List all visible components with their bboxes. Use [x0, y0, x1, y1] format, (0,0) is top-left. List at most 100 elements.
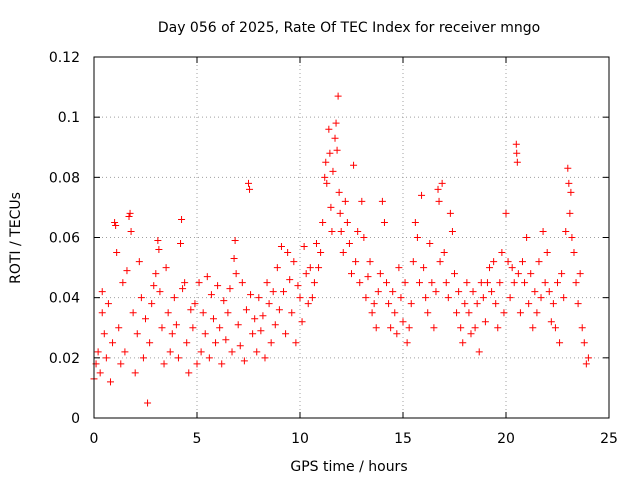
data-point [245, 179, 252, 187]
data-point [148, 300, 156, 308]
data-point [228, 348, 236, 356]
data-point [370, 300, 378, 308]
data-point [513, 149, 521, 157]
y-tick-label: 0.1 [58, 110, 80, 126]
data-point [298, 318, 306, 326]
data-point [327, 203, 335, 211]
data-point [104, 300, 112, 308]
data-point [399, 318, 407, 326]
data-point [551, 324, 559, 332]
data-point [323, 179, 331, 187]
data-point [395, 264, 403, 272]
data-point [115, 324, 123, 332]
data-point [135, 258, 143, 266]
data-point [106, 378, 114, 386]
x-tick-label: 5 [193, 431, 202, 447]
data-point [205, 354, 213, 362]
data-point [434, 185, 442, 193]
data-point [199, 309, 207, 317]
data-point [109, 339, 117, 347]
data-point [502, 209, 510, 217]
y-tick-label: 0.12 [49, 50, 80, 66]
data-point [345, 240, 353, 248]
data-point [535, 258, 543, 266]
data-point [139, 354, 147, 362]
data-point [193, 360, 201, 368]
grid [94, 57, 609, 418]
data-point [446, 209, 454, 217]
data-point [326, 149, 334, 157]
data-point [543, 249, 551, 257]
data-point [438, 179, 446, 187]
data-point [477, 279, 485, 287]
data-point [181, 279, 189, 287]
data-point [335, 188, 343, 196]
data-point [280, 288, 288, 296]
data-point [498, 249, 506, 257]
data-point [333, 146, 341, 154]
data-point [212, 339, 220, 347]
data-point [158, 324, 166, 332]
data-point [366, 258, 374, 266]
data-point [334, 92, 342, 100]
data-point [172, 321, 180, 329]
data-point [387, 324, 395, 332]
data-point [325, 125, 333, 133]
data-point [508, 264, 516, 272]
data-point [545, 288, 553, 296]
data-point [426, 240, 434, 248]
data-point [354, 227, 362, 235]
data-point [562, 227, 570, 235]
data-point [500, 309, 508, 317]
data-point [312, 240, 320, 248]
data-point [117, 360, 125, 368]
data-point [397, 294, 405, 302]
data-point [385, 300, 393, 308]
data-point [231, 237, 239, 245]
data-point [411, 218, 419, 226]
data-point [197, 348, 205, 356]
data-point [203, 273, 211, 281]
data-point [420, 264, 428, 272]
x-tick-label: 10 [291, 431, 309, 447]
data-point [432, 288, 440, 296]
data-point [121, 348, 129, 356]
data-point [259, 312, 267, 320]
data-point [360, 234, 368, 241]
data-point [98, 309, 106, 317]
data-point [185, 369, 193, 377]
data-point [201, 330, 209, 338]
data-point [368, 309, 376, 317]
data-point [273, 264, 281, 272]
data-point [513, 158, 521, 166]
data-point [308, 294, 316, 302]
data-point [329, 167, 337, 175]
data-point [492, 300, 500, 308]
data-point [380, 218, 388, 226]
data-point [440, 249, 448, 257]
data-point [170, 294, 178, 302]
data-point [531, 288, 539, 296]
data-point [471, 324, 479, 332]
data-point [275, 306, 283, 314]
data-point [209, 315, 217, 323]
data-point [403, 339, 411, 347]
data-point [467, 330, 475, 338]
data-point [481, 318, 489, 326]
data-point [296, 294, 304, 302]
data-point [457, 324, 465, 332]
data-point [218, 360, 226, 368]
y-tick-label: 0.02 [49, 351, 80, 367]
data-point [113, 249, 121, 257]
data-point [168, 330, 176, 338]
y-axis-label: ROTI / TECUs [8, 192, 24, 284]
data-point [100, 330, 108, 338]
data-point [288, 309, 296, 317]
y-tick-label: 0 [71, 411, 80, 427]
data-point [510, 279, 518, 287]
data-point [549, 300, 557, 308]
data-point [337, 227, 345, 235]
data-point [580, 339, 588, 347]
data-point [310, 279, 318, 287]
